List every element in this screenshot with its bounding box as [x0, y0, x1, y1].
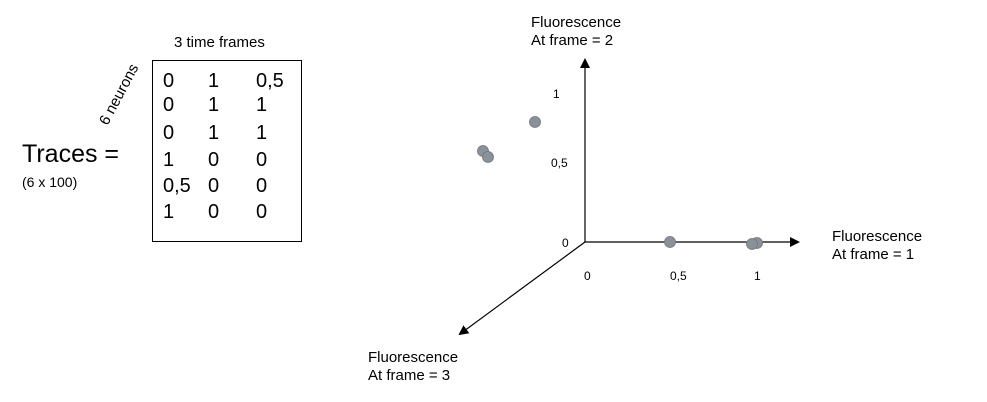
x-tick-half: 0,5: [670, 269, 687, 283]
matrix-cell: 0,5: [163, 175, 191, 197]
x-axis-title-line1: Fluorescence: [832, 228, 923, 245]
x-axis-title: Fluorescence At frame = 1: [832, 228, 922, 264]
y-axis-title: Fluorescence At frame = 2: [531, 14, 621, 50]
matrix-cell: 0: [163, 70, 175, 92]
data-point: [482, 151, 494, 163]
traces-matrix: 0 1 0,5 0 1 1 0 1 1 1 0 0 0,5 0 0 1 0 0: [152, 60, 302, 242]
x-tick-1: 1: [754, 269, 761, 283]
matrix-cell: 0: [256, 149, 268, 171]
y-axis-title-line1: Fluorescence: [531, 14, 622, 31]
traces-label: Traces =: [22, 140, 120, 168]
matrix-cell: 1: [256, 94, 268, 116]
y-tick-0: 0: [562, 236, 569, 250]
z-axis-title-line2: At frame = 3: [368, 367, 451, 384]
data-point: [664, 236, 676, 248]
matrix-cell: 0: [256, 201, 268, 223]
matrix-cell: 0: [256, 175, 268, 197]
data-point: [746, 238, 758, 250]
matrix-cell: 1: [163, 201, 175, 223]
data-point: [529, 116, 541, 128]
matrix-cell: 1: [256, 122, 268, 144]
matrix-cell: 1: [208, 122, 220, 144]
matrix-cell: 0: [208, 149, 220, 171]
time-frames-label: 3 time frames: [174, 34, 265, 51]
matrix-cell: 0: [208, 201, 220, 223]
points-layer: [477, 116, 763, 250]
matrix-cell: 0: [208, 175, 220, 197]
x-tick-0: 0: [584, 269, 591, 283]
z-axis-title: Fluorescence At frame = 3: [368, 349, 458, 385]
traces-shape: (6 x 100): [22, 174, 78, 190]
y-axis-title-line2: At frame = 2: [531, 32, 614, 49]
z-axis-title-line1: Fluorescence: [368, 349, 459, 366]
y-tick-half: 0,5: [551, 156, 568, 170]
matrix-cell: 1: [208, 70, 220, 92]
y-tick-1: 1: [553, 87, 560, 101]
matrix-cell: 0: [163, 122, 175, 144]
matrix-cell: 1: [208, 94, 220, 116]
matrix-cell: 0: [163, 94, 175, 116]
z-axis: [458, 241, 586, 336]
matrix-cell: 1: [163, 149, 175, 171]
matrix-cell: 0,5: [256, 70, 284, 92]
x-axis-title-line2: At frame = 1: [832, 246, 915, 263]
